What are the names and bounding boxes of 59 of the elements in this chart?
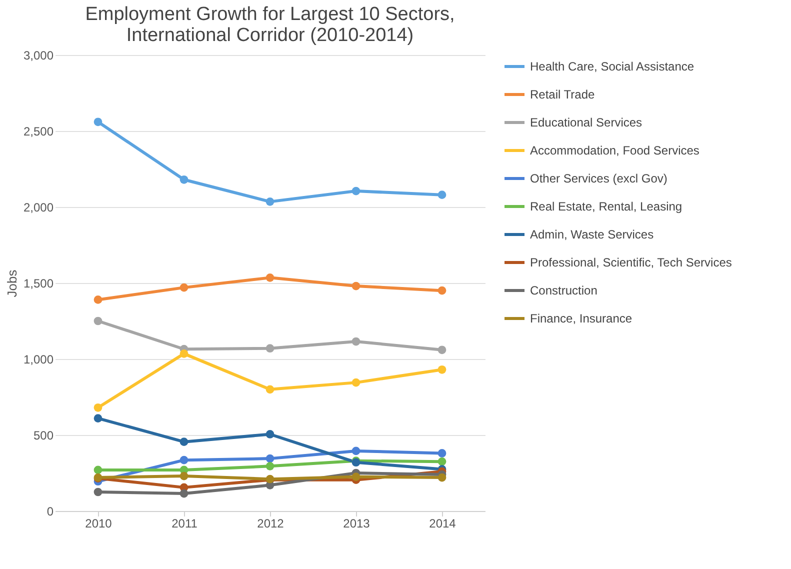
legend-label: Educational Services bbox=[530, 116, 642, 130]
y-tick-label: 500 bbox=[33, 428, 54, 442]
y-tick-label: 3,000 bbox=[23, 48, 54, 62]
y-tick-label: 0 bbox=[46, 504, 54, 518]
point bbox=[266, 274, 274, 282]
point bbox=[438, 346, 446, 354]
point bbox=[352, 337, 360, 346]
point bbox=[266, 454, 274, 463]
point bbox=[180, 456, 188, 464]
x-tick-label: 2012 bbox=[257, 516, 284, 530]
point bbox=[180, 438, 188, 446]
legend-label: Other Services (excl Gov) bbox=[530, 172, 668, 186]
point bbox=[352, 282, 360, 290]
point bbox=[180, 472, 188, 480]
legend-label: Construction bbox=[530, 284, 598, 298]
point bbox=[438, 457, 446, 466]
point bbox=[352, 186, 360, 196]
point bbox=[438, 190, 446, 200]
point bbox=[94, 118, 102, 126]
point bbox=[180, 175, 188, 184]
point bbox=[352, 378, 360, 387]
legend-label: Finance, Insurance bbox=[530, 312, 632, 326]
point bbox=[180, 489, 188, 498]
y-tick-label: 2,500 bbox=[23, 124, 54, 138]
point bbox=[94, 414, 102, 422]
point bbox=[352, 446, 360, 456]
point bbox=[180, 350, 188, 358]
legend-label: Real Estate, Rental, Leasing bbox=[530, 200, 682, 214]
y-axis-title: Jobs bbox=[4, 269, 20, 298]
x-tick-label: 2011 bbox=[172, 516, 198, 530]
y-tick-label: 1,500 bbox=[23, 276, 54, 290]
point bbox=[352, 472, 360, 481]
legend-label: Admin, Waste Services bbox=[530, 228, 654, 242]
point bbox=[438, 449, 446, 458]
point bbox=[266, 198, 274, 206]
legend-label: Professional, Scientific, Tech Services bbox=[530, 256, 732, 270]
text: International Corridor (2010-2014) bbox=[126, 25, 414, 46]
x-tick-label: 2013 bbox=[343, 516, 370, 530]
legend-label: Accommodation, Food Services bbox=[530, 144, 700, 158]
point bbox=[266, 385, 274, 394]
x-tick-label: 2014 bbox=[429, 516, 456, 530]
point bbox=[266, 430, 274, 438]
y-tick-label: 1,000 bbox=[23, 352, 54, 366]
point bbox=[94, 488, 102, 496]
text: Employment Growth for Largest 10 Sectors, bbox=[85, 4, 455, 25]
point bbox=[438, 473, 446, 482]
point bbox=[94, 296, 102, 304]
x-tick-label: 2010 bbox=[85, 516, 112, 530]
y-tick-label: 2,000 bbox=[23, 200, 54, 214]
point bbox=[94, 403, 102, 412]
point bbox=[438, 365, 446, 374]
point bbox=[438, 286, 446, 295]
point bbox=[266, 344, 274, 353]
legend-label: Health Care, Social Assistance bbox=[530, 60, 694, 74]
point bbox=[266, 462, 274, 470]
legend-label: Retail Trade bbox=[530, 88, 596, 102]
point bbox=[94, 466, 102, 474]
point bbox=[94, 316, 102, 326]
point bbox=[180, 283, 188, 292]
